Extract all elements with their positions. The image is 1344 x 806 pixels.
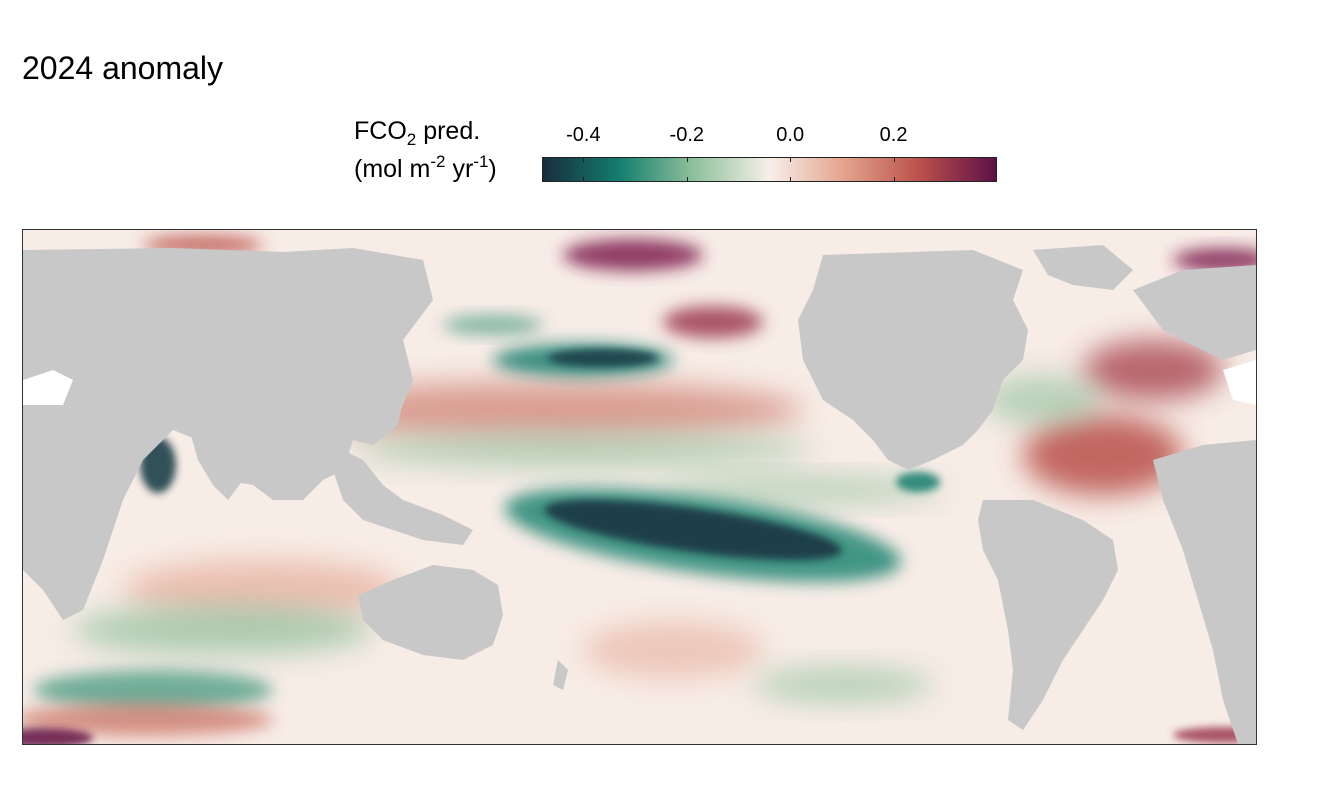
south-pacific-green [753, 667, 933, 703]
kuroshio-dark [548, 349, 658, 367]
north-pacific-red-band [283, 382, 803, 438]
land-australia [358, 565, 503, 660]
colorbar-tick-label: -0.4 [566, 124, 601, 146]
unmapped-areas [23, 360, 1256, 405]
world-map [23, 235, 1256, 744]
equatorial-tongue-core [544, 499, 842, 561]
land-south-america [978, 500, 1118, 730]
colorbar-tick-label: 0.2 [879, 124, 908, 146]
north-pacific-green-west [443, 315, 543, 335]
southwest-corner-red [23, 728, 93, 744]
legend-title: FCO2 pred. (mol m-2 yr-1) [354, 112, 497, 188]
land-new-zealand [553, 660, 568, 690]
colorbar-tick-label: 0.0 [776, 124, 805, 146]
colorbar-tick-mark [686, 177, 688, 182]
land-greenland [1033, 245, 1133, 290]
land-japan [378, 390, 403, 430]
land-africa-right [1153, 440, 1256, 744]
norwegian-red [1173, 248, 1256, 272]
panama-green [896, 472, 940, 492]
subpolar-red [663, 306, 763, 338]
plot-title: 2024 anomaly [22, 50, 224, 86]
colorbar-tick-mark [583, 157, 585, 162]
legend-title-line1: FCO2 pred. [354, 117, 481, 149]
arctic-red [563, 239, 703, 271]
colorbar-tick-mark [790, 177, 792, 182]
land-masses [23, 245, 1256, 744]
legend-title-line2: (mol m-2 yr-1) [354, 152, 497, 183]
colorbar [542, 157, 997, 182]
unmapped-mediterranean [23, 370, 73, 405]
unmapped-caspian [1223, 360, 1256, 405]
colorbar-tick-mark [583, 177, 585, 182]
colorbar-tick-mark [893, 177, 895, 182]
colorbar-tick-mark [790, 157, 792, 162]
southern-ocean-green [33, 670, 273, 710]
north-atlantic-red [1023, 415, 1183, 495]
south-indian-red [123, 560, 403, 620]
north-pacific-green-band [353, 432, 813, 468]
north-atlantic-red-east [1083, 340, 1223, 400]
southern-ocean-red [23, 704, 273, 736]
land-africa-eurasia-left [23, 248, 433, 620]
land-north-america [798, 250, 1028, 470]
land-india [188, 425, 243, 500]
colorbar-tick-mark [893, 157, 895, 162]
land-southeast-asia [323, 440, 473, 545]
north-atlantic-green [983, 375, 1103, 425]
map-panel [22, 229, 1257, 745]
east-pacific-green-band [663, 476, 943, 504]
colorbar-tick-label: -0.2 [669, 124, 704, 146]
south-pacific-red [583, 622, 763, 678]
colorbar-tick-mark [686, 157, 688, 162]
south-indian-green [73, 605, 373, 655]
land-europe-right [1133, 265, 1256, 360]
